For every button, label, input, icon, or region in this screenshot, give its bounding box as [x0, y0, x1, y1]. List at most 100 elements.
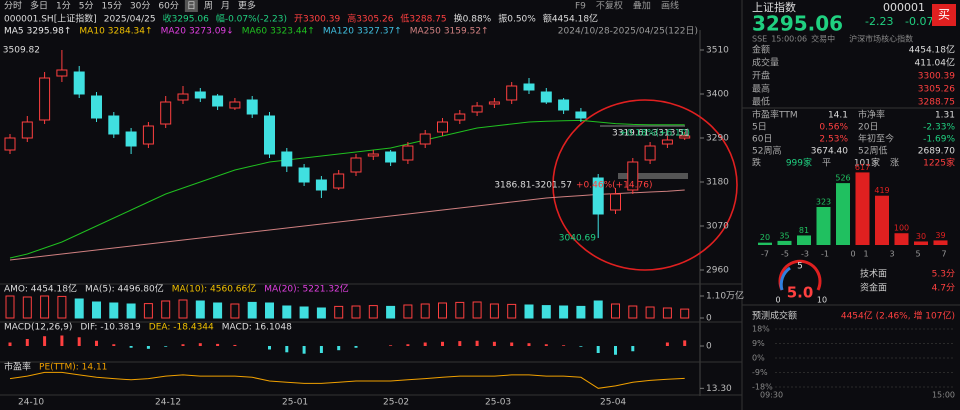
buy-label[interactable]: 买: [938, 8, 950, 22]
pair-label: 市净率: [858, 109, 885, 121]
x-tick-label: 25-01: [282, 398, 308, 408]
tab[interactable]: 60分: [158, 1, 178, 12]
annotation: 3040.69: [559, 234, 596, 244]
volume-bar: [386, 305, 396, 319]
score-label: 技术面: [860, 268, 887, 280]
gauge-arc: [778, 259, 822, 291]
volume-bar: [403, 304, 413, 319]
ma-name: MA10: [79, 27, 105, 37]
tab[interactable]: 周: [204, 1, 213, 12]
macd-bar: [458, 341, 462, 346]
macd-bar: [302, 346, 306, 354]
x-tick-label: 25-02: [383, 398, 409, 408]
candle-body: [575, 111, 587, 119]
volume-bar: [628, 305, 638, 319]
macd-bar: [181, 344, 185, 346]
tab[interactable]: 多日: [30, 0, 48, 12]
date-range: 2024/10/28-2025/04/25(122日): [558, 26, 698, 37]
macd-bar: [406, 344, 410, 346]
y-tick-label: 3400: [706, 90, 729, 100]
macd-bar: [129, 346, 133, 348]
candle-body: [39, 77, 51, 121]
macd-bar: [285, 346, 289, 353]
dist-tick: 1: [863, 250, 868, 259]
legend-item: MA(20): 5221.32亿: [264, 283, 349, 295]
legend-item: MACD(12,26,9): [4, 323, 72, 333]
candle-body: [592, 177, 604, 215]
volume-bar: [178, 299, 188, 319]
dist-label: 35: [779, 231, 789, 240]
pair-value: 2689.70: [918, 147, 955, 157]
tab[interactable]: 更多: [238, 0, 256, 12]
dist-label: 100: [894, 224, 909, 233]
pred-tick: -18%: [752, 383, 773, 392]
volume-bar: [74, 298, 84, 319]
quote-field: 高3305.26: [347, 13, 393, 25]
candle-body: [160, 101, 172, 125]
volume-bar: [247, 301, 257, 319]
volume-bar: [213, 302, 223, 319]
pair-value: 2.53%: [819, 135, 848, 145]
candle-body: [142, 125, 154, 145]
volume-bar: [126, 303, 136, 319]
quote-field: 幅-0.07%(-2.23): [216, 13, 287, 25]
tool[interactable]: 不复权: [596, 0, 623, 12]
index-name: 上证指数: [752, 0, 796, 14]
dist-bar: [855, 172, 870, 245]
volume-bar: [5, 295, 15, 319]
macd-bar: [319, 346, 323, 353]
ma-value: 3323.44↑: [270, 27, 315, 37]
legend-item: 市盈率: [4, 361, 31, 373]
tab[interactable]: 分时: [4, 0, 22, 12]
buy-button[interactable]: [932, 4, 956, 26]
volume-bar: [22, 296, 32, 319]
macd-bar: [198, 343, 202, 346]
macd-bar: [8, 342, 12, 346]
tool[interactable]: F9: [575, 2, 586, 12]
candle-body: [610, 193, 621, 211]
breadth: 平: [822, 158, 831, 169]
row-value: 4454.18亿: [909, 44, 955, 56]
ma-name: MA120: [323, 27, 354, 37]
tab[interactable]: 1分: [56, 1, 71, 12]
gauge-score: 5.0: [787, 284, 814, 302]
quote-field: 振0.50%: [498, 13, 536, 25]
quote-field: 低3288.75: [400, 13, 446, 25]
annotation: +0.18%(+6.10): [619, 129, 690, 139]
macd-bar: [441, 341, 444, 346]
tab[interactable]: 5分: [79, 1, 94, 12]
candle-body: [419, 133, 431, 145]
breadth: 1225家: [923, 157, 955, 169]
score-value: 4.7分: [932, 283, 955, 294]
tool[interactable]: 画线: [661, 0, 679, 12]
tool[interactable]: 叠加: [633, 1, 651, 12]
candle-body: [315, 179, 327, 191]
tab[interactable]: 日: [187, 1, 196, 12]
candle-body: [402, 145, 414, 161]
dist-bar: [894, 233, 909, 245]
dist-label: 526: [835, 174, 850, 183]
macd-bar: [510, 342, 514, 346]
candle-body: [298, 167, 310, 183]
volume-bar: [299, 306, 309, 319]
pair-value: -2.33%: [923, 123, 955, 133]
dist-tick: 5: [915, 250, 920, 259]
volume-bar: [489, 303, 499, 319]
row-label: 最低: [752, 96, 770, 108]
quote-field: 000001.SH[上证指数]: [4, 13, 97, 25]
candle-body: [506, 85, 518, 101]
info: 交易中: [811, 34, 835, 44]
volume-bar: [438, 302, 447, 319]
candle-body: [21, 121, 33, 139]
volume-bar: [57, 295, 67, 319]
ma-value: 3273.09↓: [189, 27, 234, 37]
candle-body: [73, 71, 85, 95]
gauge-min: 0: [775, 296, 780, 305]
annotation: +0.46%(+14.76): [576, 181, 652, 191]
tab[interactable]: 30分: [130, 1, 150, 12]
candle-body: [488, 101, 500, 105]
tab[interactable]: 15分: [102, 1, 122, 12]
candle-body: [471, 105, 483, 113]
macd-bar: [146, 346, 150, 349]
tab[interactable]: 月: [221, 1, 230, 12]
